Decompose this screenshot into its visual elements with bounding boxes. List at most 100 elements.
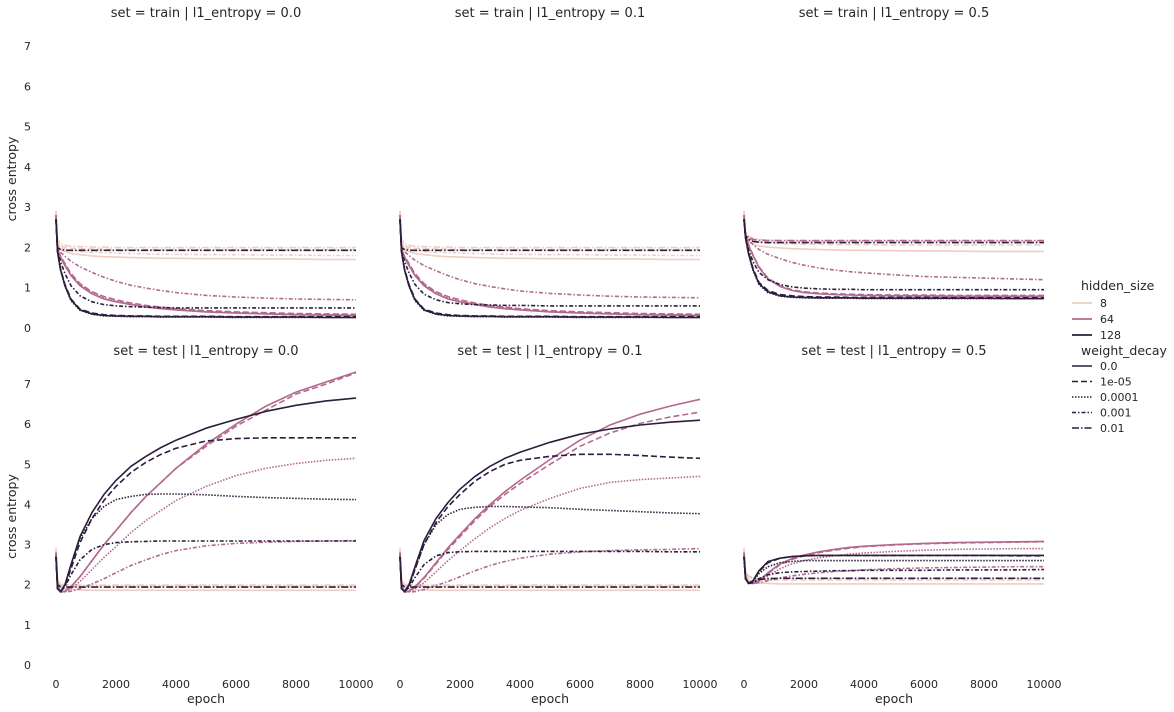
facet-panel: set = test | l1_entropy = 0.5 0 2000 4000 60… bbox=[741, 344, 1062, 706]
series-line bbox=[399, 219, 700, 252]
series-line bbox=[55, 371, 357, 593]
x-tick-label: 8000 bbox=[626, 678, 654, 691]
series-line bbox=[399, 550, 700, 593]
series-line bbox=[55, 436, 356, 593]
series-line bbox=[743, 215, 1044, 297]
x-axis-label: epoch bbox=[875, 691, 913, 706]
y-tick-label: 5 bbox=[24, 458, 31, 471]
x-axis-label: epoch bbox=[531, 691, 569, 706]
series-line bbox=[743, 219, 1044, 299]
facet-title: set = train | l1_entropy = 0.5 bbox=[799, 6, 989, 21]
y-tick-label: 3 bbox=[24, 201, 31, 214]
facet-title: set = test | l1_entropy = 0.5 bbox=[801, 344, 986, 359]
series-line bbox=[55, 215, 357, 316]
legend-label: 0.0 bbox=[1100, 360, 1118, 373]
facet-panel: set = test | l1_entropy = 0.1 0 2000 4000 60… bbox=[397, 344, 718, 706]
series-line bbox=[399, 219, 700, 319]
series-line bbox=[743, 219, 1044, 300]
x-tick-label: 6000 bbox=[910, 678, 938, 691]
y-tick-label: 0 bbox=[24, 659, 31, 672]
series-line bbox=[743, 215, 1045, 281]
legend-label: 8 bbox=[1100, 297, 1107, 310]
y-tick-label: 6 bbox=[24, 418, 31, 431]
facet-title: set = test | l1_entropy = 0.1 bbox=[457, 344, 642, 359]
series-line bbox=[743, 548, 1044, 581]
series-line bbox=[55, 540, 356, 593]
series-line bbox=[55, 211, 356, 249]
facet-title: set = train | l1_entropy = 0.0 bbox=[111, 6, 301, 21]
series-line bbox=[399, 411, 701, 593]
series-line bbox=[399, 219, 700, 307]
series-line bbox=[743, 211, 1044, 246]
x-tick-label: 0 bbox=[53, 678, 60, 691]
series-line bbox=[55, 219, 356, 309]
series-line bbox=[55, 211, 356, 257]
legend-label: 0.0001 bbox=[1100, 391, 1139, 404]
series-line bbox=[55, 215, 357, 301]
series-line bbox=[743, 219, 1044, 300]
series-line bbox=[743, 556, 1045, 585]
facet-title: set = train | l1_entropy = 0.1 bbox=[455, 6, 645, 21]
x-tick-label: 8000 bbox=[970, 678, 998, 691]
facet-title: set = test | l1_entropy = 0.0 bbox=[113, 344, 298, 359]
series-line bbox=[399, 219, 700, 318]
legend-label: 64 bbox=[1100, 313, 1114, 326]
legend-label: 0.001 bbox=[1100, 407, 1132, 420]
facet-panel: set = train | l1_entropy = 0.5 bbox=[743, 6, 1045, 300]
legend-label: 0.01 bbox=[1100, 422, 1125, 435]
series-line bbox=[399, 453, 701, 593]
series-line bbox=[399, 211, 700, 251]
x-axis-label: epoch bbox=[187, 691, 225, 706]
legend-title-hidden-size: hidden_size bbox=[1081, 278, 1155, 293]
series-line bbox=[55, 372, 357, 593]
series-line bbox=[55, 457, 357, 593]
series-line bbox=[399, 211, 700, 261]
series-line bbox=[55, 493, 357, 593]
series-line bbox=[743, 219, 1044, 291]
series-line bbox=[55, 556, 356, 588]
series-line bbox=[55, 211, 356, 251]
y-tick-label: 2 bbox=[24, 579, 31, 592]
y-tick-label: 3 bbox=[24, 539, 31, 552]
x-tick-label: 2000 bbox=[446, 678, 474, 691]
y-tick-label: 5 bbox=[24, 121, 31, 134]
facet-panel: set = train | l1_entropy = 0.0 0 1 2 3 4 5 6 7 cr… bbox=[4, 6, 357, 335]
facet-panel: set = train | l1_entropy = 0.1 bbox=[399, 6, 701, 319]
x-tick-label: 2000 bbox=[790, 678, 818, 691]
series-line bbox=[743, 556, 1044, 584]
y-tick-label: 2 bbox=[24, 241, 31, 254]
series-line bbox=[743, 215, 1044, 242]
y-tick-label: 1 bbox=[24, 282, 31, 295]
y-tick-label: 0 bbox=[24, 322, 31, 335]
series-line bbox=[743, 541, 1045, 585]
x-tick-label: 10000 bbox=[683, 678, 718, 691]
series-line bbox=[55, 548, 356, 592]
series-line bbox=[55, 215, 357, 316]
x-tick-label: 0 bbox=[397, 678, 404, 691]
series-line bbox=[55, 219, 356, 318]
series-line bbox=[399, 419, 701, 593]
series-line bbox=[743, 556, 1044, 585]
x-tick-label: 0 bbox=[741, 678, 748, 691]
series-line bbox=[743, 548, 1044, 580]
x-tick-label: 6000 bbox=[222, 678, 250, 691]
series-line bbox=[399, 219, 700, 319]
x-tick-label: 4000 bbox=[850, 678, 878, 691]
series-line bbox=[399, 215, 701, 316]
x-tick-label: 4000 bbox=[506, 678, 534, 691]
series-line bbox=[399, 211, 700, 249]
series-line bbox=[55, 219, 356, 319]
facet-panel: set = test | l1_entropy = 0.0 0 1 2 3 4 5 6 7 cro… bbox=[4, 344, 374, 706]
x-tick-label: 10000 bbox=[339, 678, 374, 691]
series-line bbox=[55, 215, 357, 317]
series-line bbox=[399, 548, 700, 592]
series-line bbox=[399, 215, 701, 317]
y-tick-label: 4 bbox=[24, 161, 31, 174]
x-tick-label: 4000 bbox=[162, 678, 190, 691]
series-line bbox=[399, 215, 701, 299]
series-line bbox=[743, 215, 1044, 298]
x-tick-label: 8000 bbox=[282, 678, 310, 691]
series-line bbox=[55, 219, 356, 319]
